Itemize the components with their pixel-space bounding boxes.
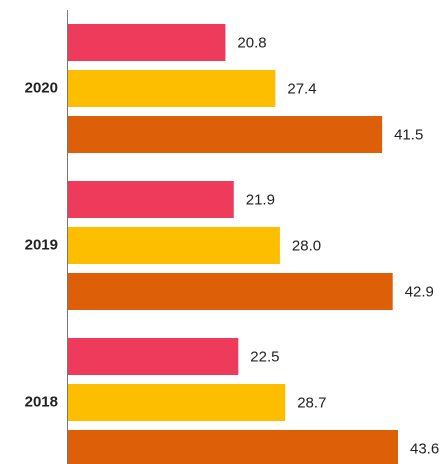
value-label: 22.5	[250, 348, 279, 365]
value-label: 41.5	[394, 126, 423, 143]
value-label: 43.6	[410, 440, 439, 457]
bar	[68, 430, 398, 464]
value-label: 28.0	[292, 237, 321, 254]
bar	[68, 338, 239, 375]
value-label: 27.4	[287, 80, 316, 97]
bar	[68, 227, 280, 264]
category-label: 2020	[25, 79, 58, 96]
category-label: 2018	[25, 393, 58, 410]
bar	[68, 181, 234, 218]
value-label: 21.9	[246, 191, 275, 208]
value-label: 28.7	[297, 394, 326, 411]
bar	[68, 24, 226, 61]
bar	[68, 70, 276, 107]
value-label: 20.8	[237, 34, 266, 51]
bar	[68, 116, 383, 153]
bar	[68, 384, 286, 421]
category-label: 2019	[25, 236, 58, 253]
bar	[68, 273, 393, 310]
value-label: 42.9	[405, 283, 434, 300]
